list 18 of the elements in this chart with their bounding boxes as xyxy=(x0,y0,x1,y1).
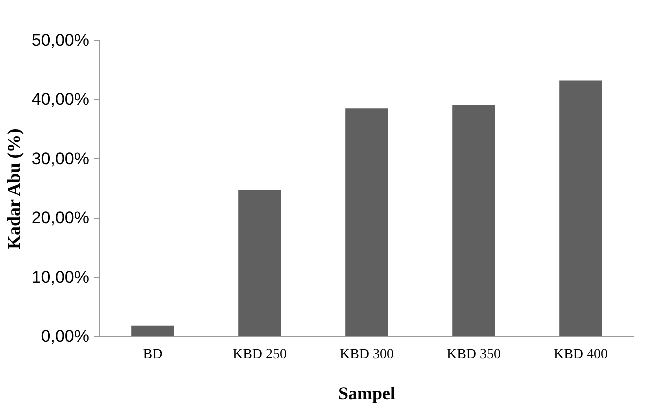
x-tick-label: KBD 250 xyxy=(232,348,288,362)
y-tick-label: 50,00% xyxy=(32,31,90,50)
y-tick-label: 40,00% xyxy=(32,90,90,110)
y-tick-label: 30,00% xyxy=(32,149,90,168)
x-tick-label: KBD 400 xyxy=(554,348,608,362)
bar xyxy=(132,326,174,336)
bar xyxy=(346,108,388,336)
y-tick-label: 10,00% xyxy=(32,268,90,287)
y-axis-title: Kadar Abu (%) xyxy=(4,128,24,250)
bar xyxy=(452,105,496,336)
bar xyxy=(560,80,602,336)
y-tick-label: 0,00% xyxy=(41,327,90,346)
x-tick-label: BD xyxy=(143,348,163,362)
x-tick-label: KBD 300 xyxy=(340,348,394,362)
x-tick-label: KBD 350 xyxy=(446,348,502,362)
y-tick-label: 20,00% xyxy=(32,208,90,228)
bar xyxy=(238,190,282,336)
x-axis-title: Sampel xyxy=(338,384,396,404)
